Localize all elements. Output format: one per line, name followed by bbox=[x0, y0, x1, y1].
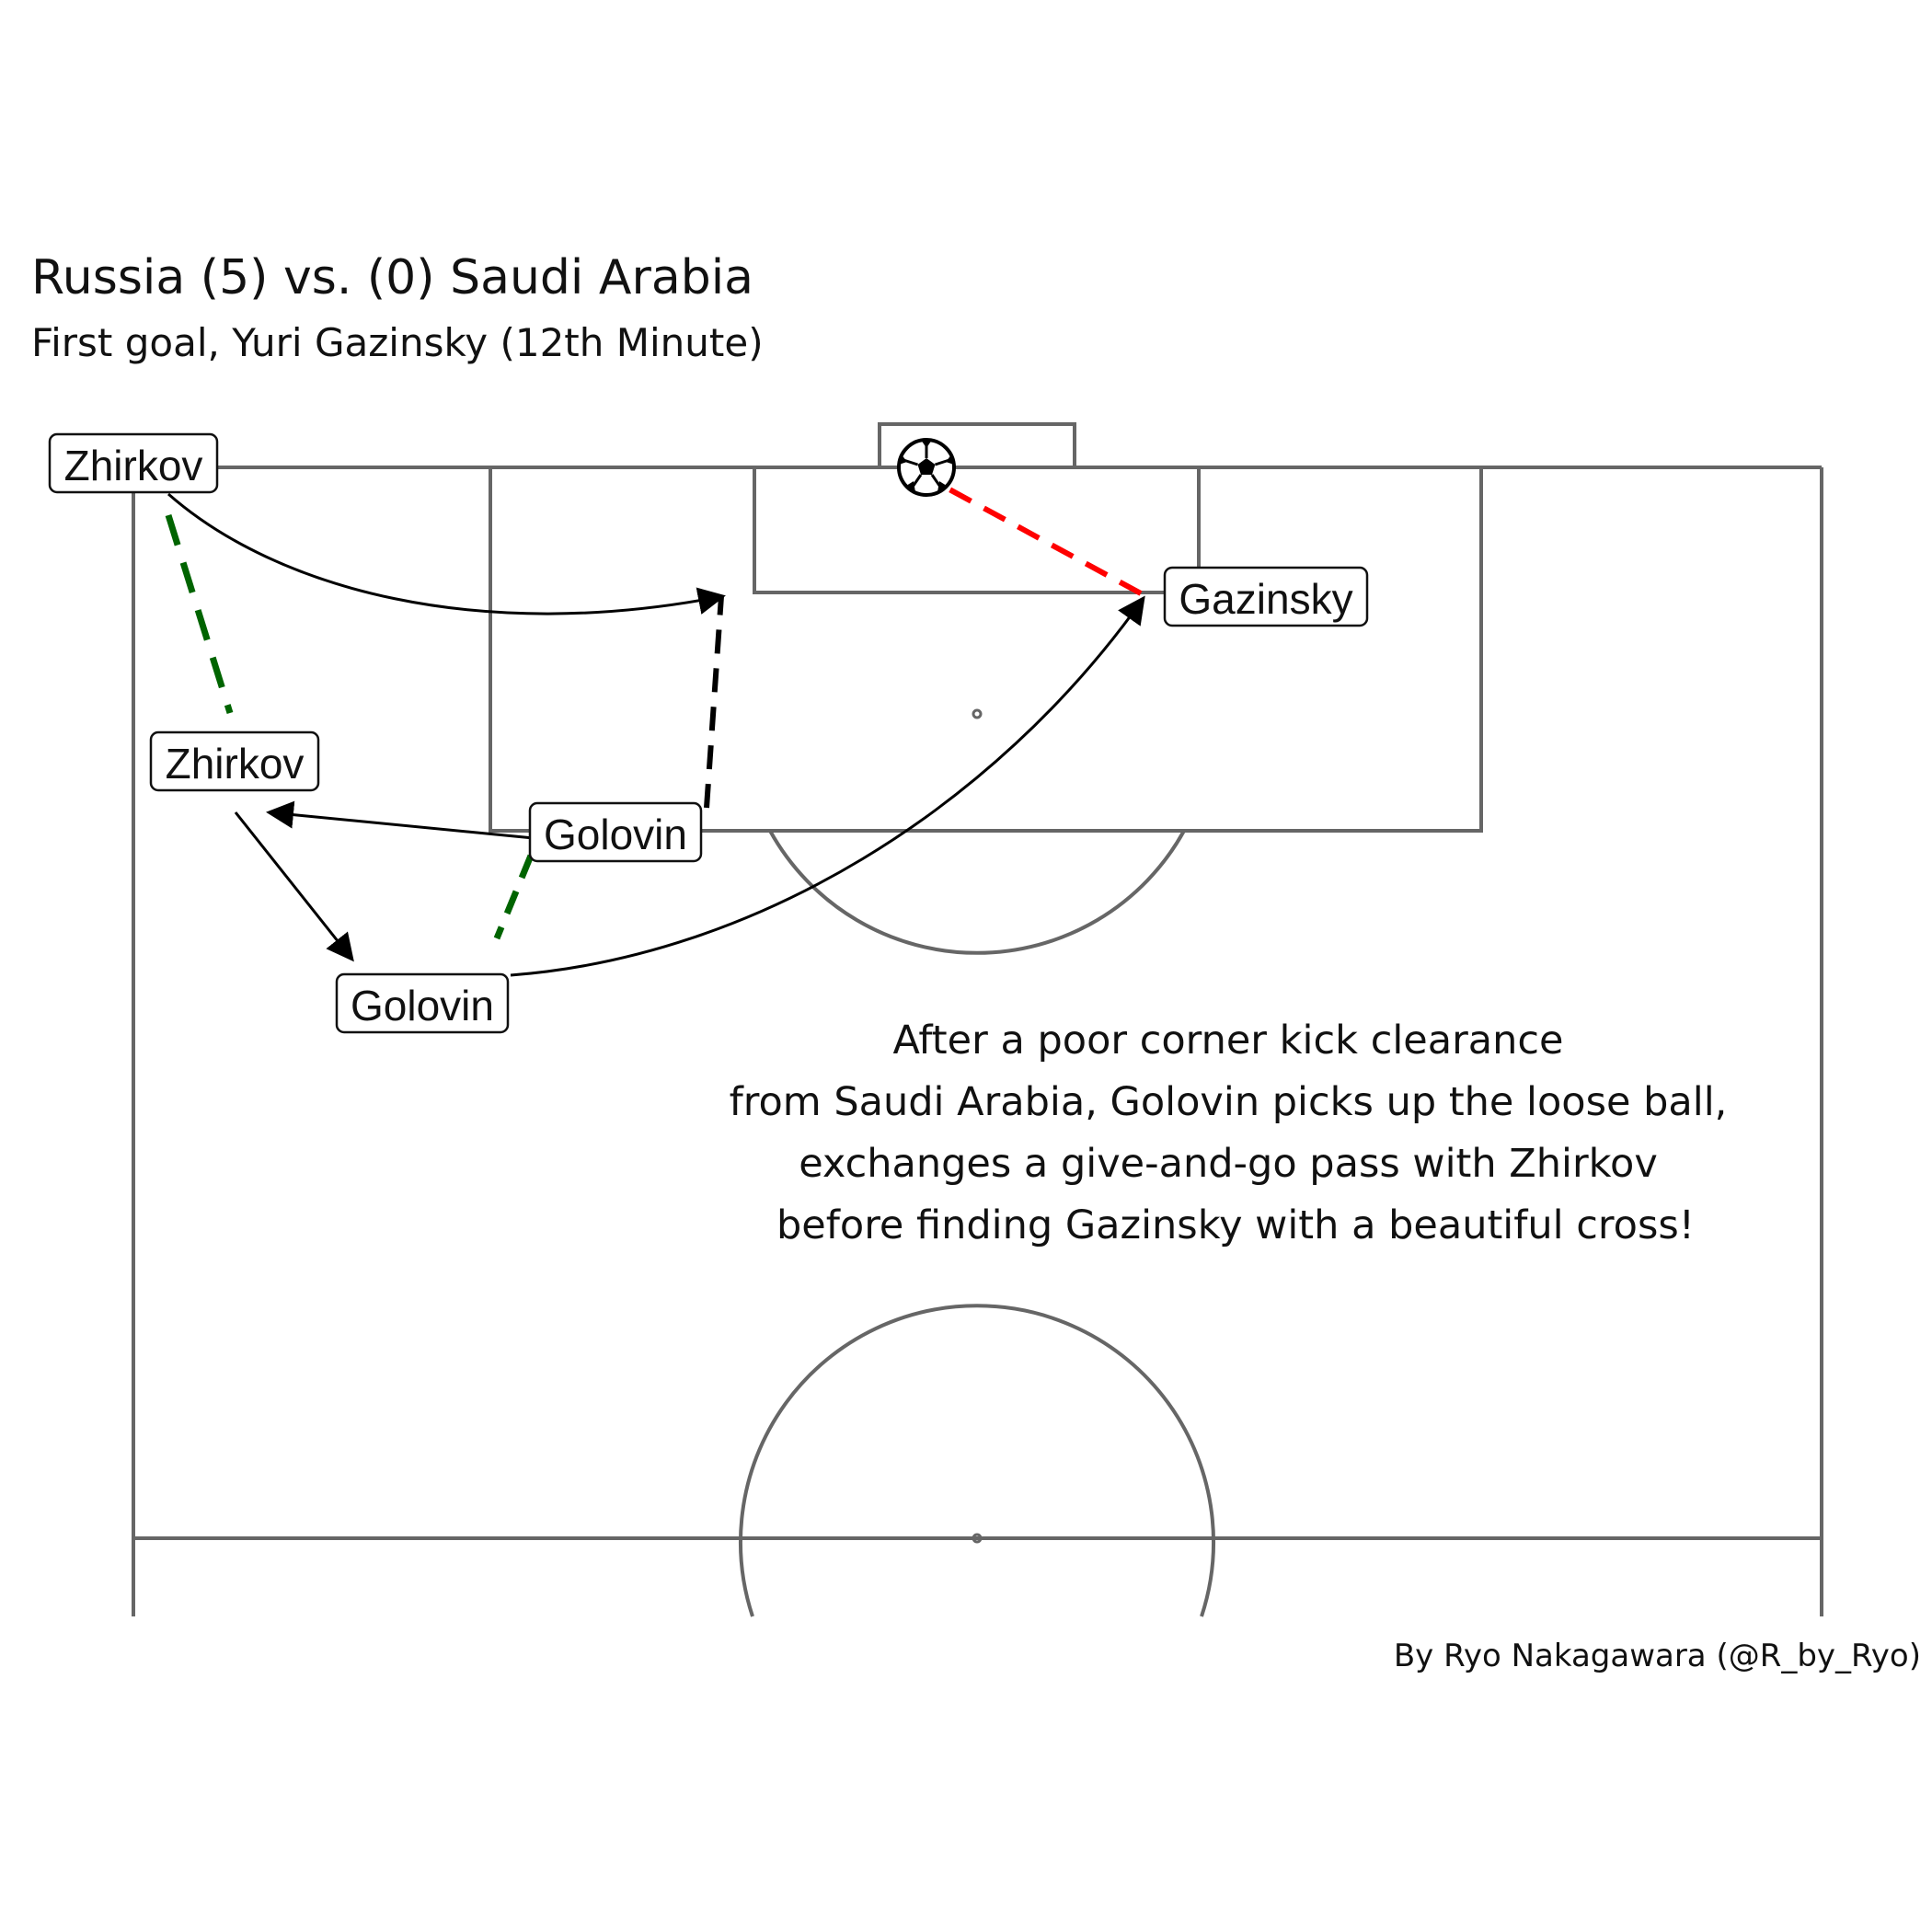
zhirkov-return-pass bbox=[234, 811, 354, 962]
player-label-zhirkov-2: Zhirkov bbox=[149, 730, 320, 792]
annotation-line-1: After a poor corner kick clearance bbox=[893, 1018, 1564, 1064]
player-name: Zhirkov bbox=[166, 740, 305, 788]
player-label-gazinsky: Gazinsky bbox=[1163, 566, 1369, 627]
author-caption: By Ryo Nakagawara (@R_by_Ryo) bbox=[1393, 1638, 1921, 1674]
goal-frame bbox=[878, 422, 1076, 467]
soccer-ball-icon bbox=[897, 438, 956, 497]
play-lines bbox=[165, 476, 1145, 977]
center-circle bbox=[739, 1304, 1215, 1617]
penalty-box bbox=[489, 466, 1483, 833]
penalty-spot bbox=[972, 708, 983, 719]
corner-clearance-pass bbox=[167, 492, 726, 615]
penalty-arc bbox=[768, 830, 1186, 955]
zhirkov-run-line bbox=[165, 513, 234, 715]
player-name: Golovin bbox=[544, 811, 687, 858]
six-yard-box bbox=[753, 466, 1201, 594]
annotation-line-2: from Saudi Arabia, Golovin picks up the … bbox=[730, 1079, 1728, 1125]
annotation-line-4: before finding Gazinsky with a beautiful… bbox=[776, 1202, 1695, 1248]
player-name: Zhirkov bbox=[64, 442, 203, 489]
annotation-line-3: exchanges a give-and-go pass with Zhirko… bbox=[799, 1141, 1658, 1187]
player-label-golovin-2: Golovin bbox=[335, 972, 510, 1034]
chart-title: Russia (5) vs. (0) Saudi Arabia bbox=[31, 250, 754, 305]
player-name: Golovin bbox=[351, 982, 494, 1029]
golovin-pass-to-zhirkov bbox=[266, 800, 535, 840]
player-label-zhirkov-1: Zhirkov bbox=[48, 432, 219, 494]
chart-subtitle: First goal, Yuri Gazinsky (12th Minute) bbox=[31, 320, 764, 365]
center-spot bbox=[972, 1533, 983, 1544]
play-annotation: After a poor corner kick clearance from … bbox=[730, 1018, 1728, 1248]
player-name: Gazinsky bbox=[1179, 575, 1352, 623]
pitch-markings bbox=[132, 422, 1823, 1617]
golovin-cross bbox=[510, 595, 1145, 977]
gazinsky-header-shot bbox=[927, 476, 1143, 596]
loose-ball-line bbox=[704, 595, 724, 809]
player-label-golovin-1: Golovin bbox=[528, 801, 703, 863]
golovin-run-line bbox=[493, 854, 535, 940]
